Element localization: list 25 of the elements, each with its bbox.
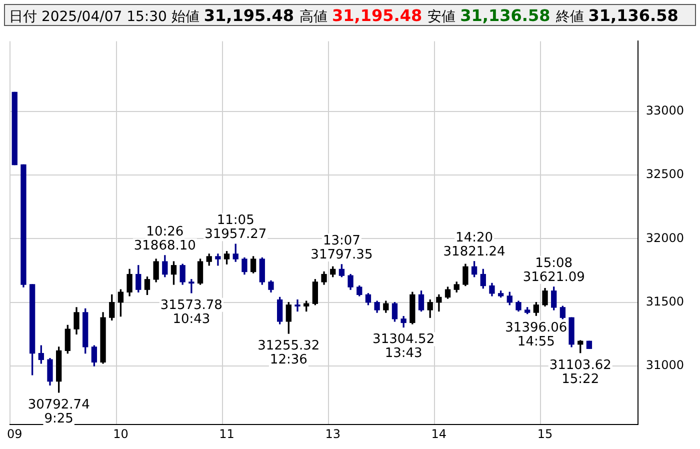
annotation: 15:08 31621.09 <box>522 256 585 285</box>
candlestick <box>294 299 300 312</box>
x-tick-label: 15 <box>537 426 553 441</box>
annotation: 31396.06 14:55 <box>505 320 568 350</box>
annotation: 31103.62 15:22 <box>549 358 612 387</box>
x-tick-label: 11 <box>219 426 234 441</box>
annotation: 13:07 31797.35 <box>310 233 373 262</box>
x-tick-label: 09 <box>6 426 22 441</box>
y-tick-label: 33000 <box>646 103 684 118</box>
annotation: 11:05 31957.27 <box>204 213 267 242</box>
candlestick <box>188 279 194 294</box>
y-tick-label: 31000 <box>646 358 684 372</box>
y-tick-label: 31500 <box>646 294 684 308</box>
annotation: 10:26 31868.10 <box>134 224 196 254</box>
annotation: 31255.32 12:36 <box>258 338 320 368</box>
annotation: 30792.74 9:25 <box>28 397 90 426</box>
annotation: 31573.78 10:43 <box>160 298 222 327</box>
y-tick-label: 32000 <box>646 230 684 245</box>
chart-title: 日付 2025/04/07 15:30 始値 31,195.48 高値 31,195.48 安値 31,136.58 終値 31,136.58 <box>9 6 678 25</box>
x-tick-label: 10 <box>113 426 128 441</box>
y-tick-label: 32500 <box>646 167 684 182</box>
annotation: 14:20 31821.24 <box>443 230 506 260</box>
x-tick-label: 14 <box>431 426 447 441</box>
annotation: 31304.52 13:43 <box>372 332 435 362</box>
x-tick-label: 13 <box>325 426 340 441</box>
